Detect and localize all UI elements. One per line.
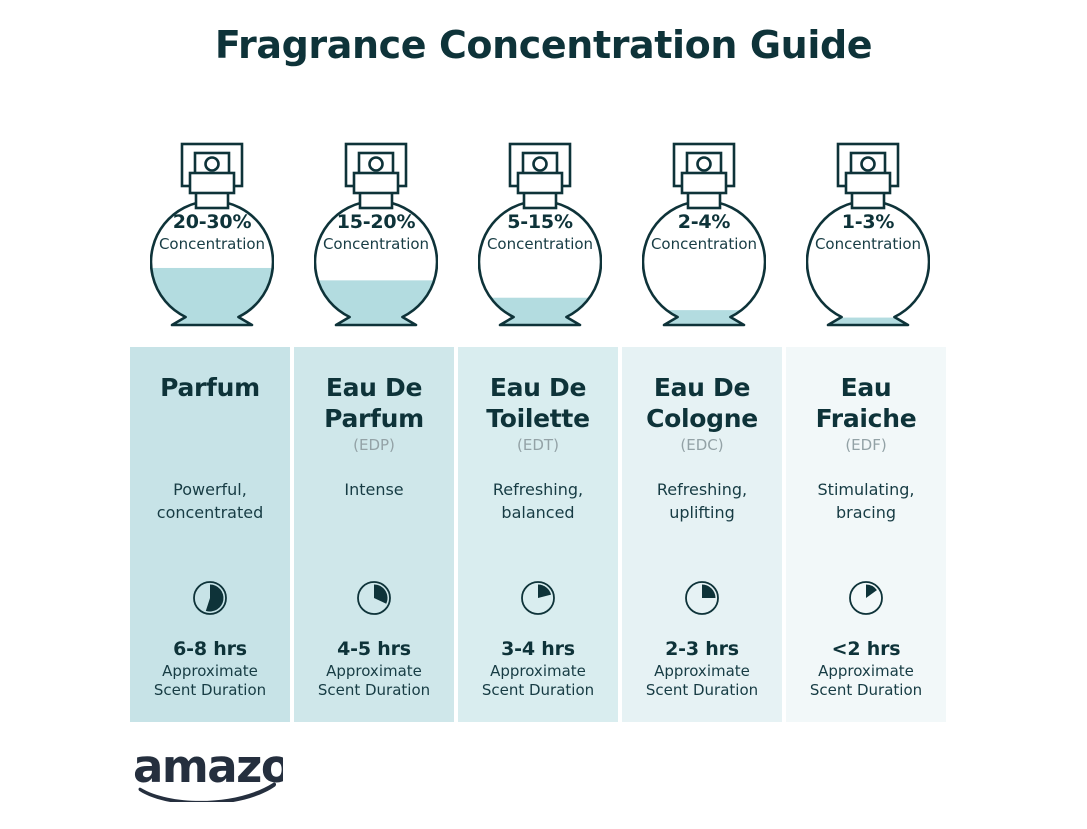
duration-value: 2-3 hrs — [665, 638, 739, 660]
bottle-sprayer-circle — [860, 156, 876, 172]
perfume-bottle-icon — [150, 142, 274, 327]
fragrance-abbreviation: (EDP) — [353, 436, 395, 454]
bottle-liquid-fill — [806, 317, 930, 325]
clock-ring — [849, 581, 883, 615]
clock-ring — [521, 581, 555, 615]
duration-block: 6-8 hrs Approximate Scent Duration — [130, 638, 290, 701]
bottle-collar — [516, 171, 564, 195]
clock-wedge — [538, 584, 552, 598]
bottle-cell: 5-15% Concentration — [458, 136, 622, 338]
fragrance-name: Eau De Parfum — [324, 373, 424, 433]
bottle-cell: 1-3% Concentration — [786, 136, 950, 338]
clock-ring — [685, 581, 719, 615]
fragrance-description: Refreshing, balanced — [492, 480, 584, 522]
duration-label: Approximate Scent Duration — [645, 661, 759, 700]
clock-icon-wrapper — [458, 580, 618, 616]
bottle-sprayer-circle — [532, 156, 548, 172]
bottle-sprayer-circle — [696, 156, 712, 172]
bottle-liquid-fill — [150, 267, 274, 325]
duration-block: 2-3 hrs Approximate Scent Duration — [622, 638, 782, 701]
fragrance-card[interactable]: Eau De Parfum (EDP) Intense 4-5 hrs Approxim… — [294, 347, 454, 722]
bottle-body — [642, 199, 766, 327]
clock-duration-icon — [521, 581, 555, 615]
bottle-sprayer-circle — [204, 156, 220, 172]
fragrance-description: Refreshing, uplifting — [656, 480, 748, 522]
clock-icon-wrapper — [294, 580, 454, 616]
bottle-cell: 2-4% Concentration — [622, 136, 786, 338]
fragrance-abbreviation: (EDT) — [517, 436, 559, 454]
bottle-collar — [844, 171, 892, 195]
svg-text:amazon: amazon — [133, 746, 283, 793]
clock-wedge — [702, 584, 716, 598]
duration-value: <2 hrs — [831, 638, 901, 660]
fragrance-name: Eau De Cologne — [646, 373, 758, 433]
amazon-wordmark-icon: amazon — [133, 740, 322, 793]
bottle-liquid-fill — [314, 280, 438, 325]
bottle-liquid-fill — [478, 297, 602, 325]
duration-label: Approximate Scent Duration — [481, 661, 595, 700]
clock-duration-icon — [685, 581, 719, 615]
duration-label: Approximate Scent Duration — [809, 661, 923, 700]
clock-wedge — [205, 584, 224, 612]
clock-ring — [357, 581, 391, 615]
duration-block: 4-5 hrs Approximate Scent Duration — [294, 638, 454, 701]
perfume-bottle-icon — [806, 142, 930, 327]
duration-value: 4-5 hrs — [337, 638, 411, 660]
duration-block: 3-4 hrs Approximate Scent Duration — [458, 638, 618, 701]
clock-duration-icon — [849, 581, 883, 615]
duration-value: 6-8 hrs — [173, 638, 247, 660]
fragrance-name: Eau De Toilette — [486, 373, 590, 433]
clock-icon-wrapper — [622, 580, 782, 616]
bottle-sprayer-circle — [368, 156, 384, 172]
bottle-cell: 15-20% Concentration — [294, 136, 458, 338]
fragrance-card[interactable]: Eau Fraiche (EDF) Stimulating, bracing <2 h… — [786, 347, 946, 722]
clock-wedge — [374, 584, 388, 604]
clock-duration-icon — [193, 581, 227, 615]
clock-icon-wrapper — [130, 580, 290, 616]
perfume-bottle-icon — [314, 142, 438, 327]
fragrance-card-row: Parfum Powerful, concentrated 6-8 hrs Appro… — [130, 347, 950, 722]
bottle-cell: 20-30% Concentration — [130, 136, 294, 338]
clock-duration-icon — [357, 581, 391, 615]
fragrance-card[interactable]: Eau De Toilette (EDT) Refreshing, balanced… — [458, 347, 618, 722]
page-title: Fragrance Concentration Guide — [214, 23, 873, 67]
duration-value: 3-4 hrs — [501, 638, 575, 660]
clock-icon-wrapper — [786, 580, 946, 616]
fragrance-abbreviation: (EDF) — [845, 436, 887, 454]
amazon-smile-icon — [138, 782, 277, 805]
bottle-row: 20-30% Concentration 15-20% Concentration 5-… — [130, 136, 950, 338]
bottle-collar — [680, 171, 728, 195]
bottle-collar — [188, 171, 236, 195]
fragrance-description: Stimulating, bracing — [817, 480, 915, 522]
bottle-body — [806, 199, 930, 327]
duration-block: <2 hrs Approximate Scent Duration — [786, 638, 946, 701]
perfume-bottle-icon — [478, 142, 602, 327]
fragrance-abbreviation: (EDC) — [680, 436, 724, 454]
duration-label: Approximate Scent Duration — [317, 661, 431, 700]
bottle-collar — [352, 171, 400, 195]
fragrance-description: Powerful, concentrated — [156, 480, 264, 522]
perfume-bottle-icon — [642, 142, 766, 327]
fragrance-description: Intense — [344, 480, 404, 499]
amazon-logo: amazon — [133, 740, 322, 806]
duration-label: Approximate Scent Duration — [153, 661, 267, 700]
fragrance-name: Parfum — [160, 373, 260, 402]
clock-ring — [193, 581, 227, 615]
fragrance-card[interactable]: Eau De Cologne (EDC) Refreshing, uplifting… — [622, 347, 782, 722]
fragrance-card[interactable]: Parfum Powerful, concentrated 6-8 hrs Appro… — [130, 347, 290, 722]
fragrance-name: Eau Fraiche — [815, 373, 917, 433]
bottle-liquid-fill — [642, 310, 766, 325]
clock-wedge — [866, 584, 877, 598]
